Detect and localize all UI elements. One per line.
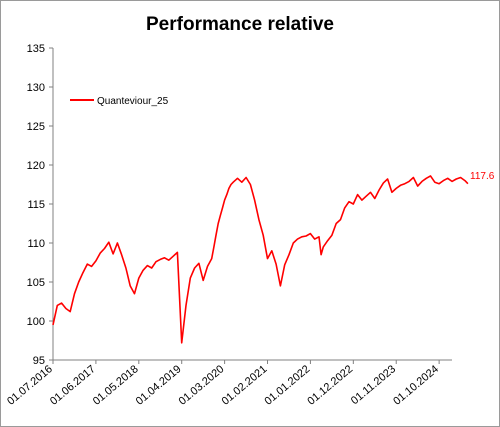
x-tick-labels: 01.07.201601.06.201701.05.201801.04.2019… [5,363,441,408]
x-tick-label: 01.04.2019 [134,363,184,408]
y-tick-label: 115 [27,199,45,211]
end-value-label: 117.6 [470,171,495,182]
legend-label: Quanteviour_25 [97,96,169,107]
y-tick-labels: 95 100 105 110 115 120 125 130 135 [27,43,45,367]
axes [49,47,452,364]
x-tick-label: 01.03.2020 [177,363,227,408]
legend: Quanteviour_25 [70,96,169,107]
y-tick-label: 125 [27,121,45,133]
y-tick-label: 100 [27,316,45,328]
x-tick-label: 01.02.2021 [220,363,270,408]
x-tick-label: 01.06.2017 [48,363,98,408]
x-tick-label: 01.10.2024 [391,363,441,408]
y-tick-label: 110 [27,238,45,250]
y-tick-label: 135 [27,43,45,55]
x-tick-label: 01.11.2023 [349,363,398,407]
y-tick-label: 95 [33,355,45,367]
series-line-quanteviour [52,175,469,344]
chart-title: Performance relative [146,14,334,35]
y-tick-label: 120 [27,160,45,172]
x-tick-label: 01.07.2016 [5,363,55,408]
x-tick-label: 01.12.2022 [305,363,355,408]
x-tick-label: 01.01.2022 [262,363,312,408]
x-tick-label: 01.05.2018 [91,363,141,408]
y-tick-label: 130 [27,82,45,94]
y-tick-label: 105 [27,277,45,289]
